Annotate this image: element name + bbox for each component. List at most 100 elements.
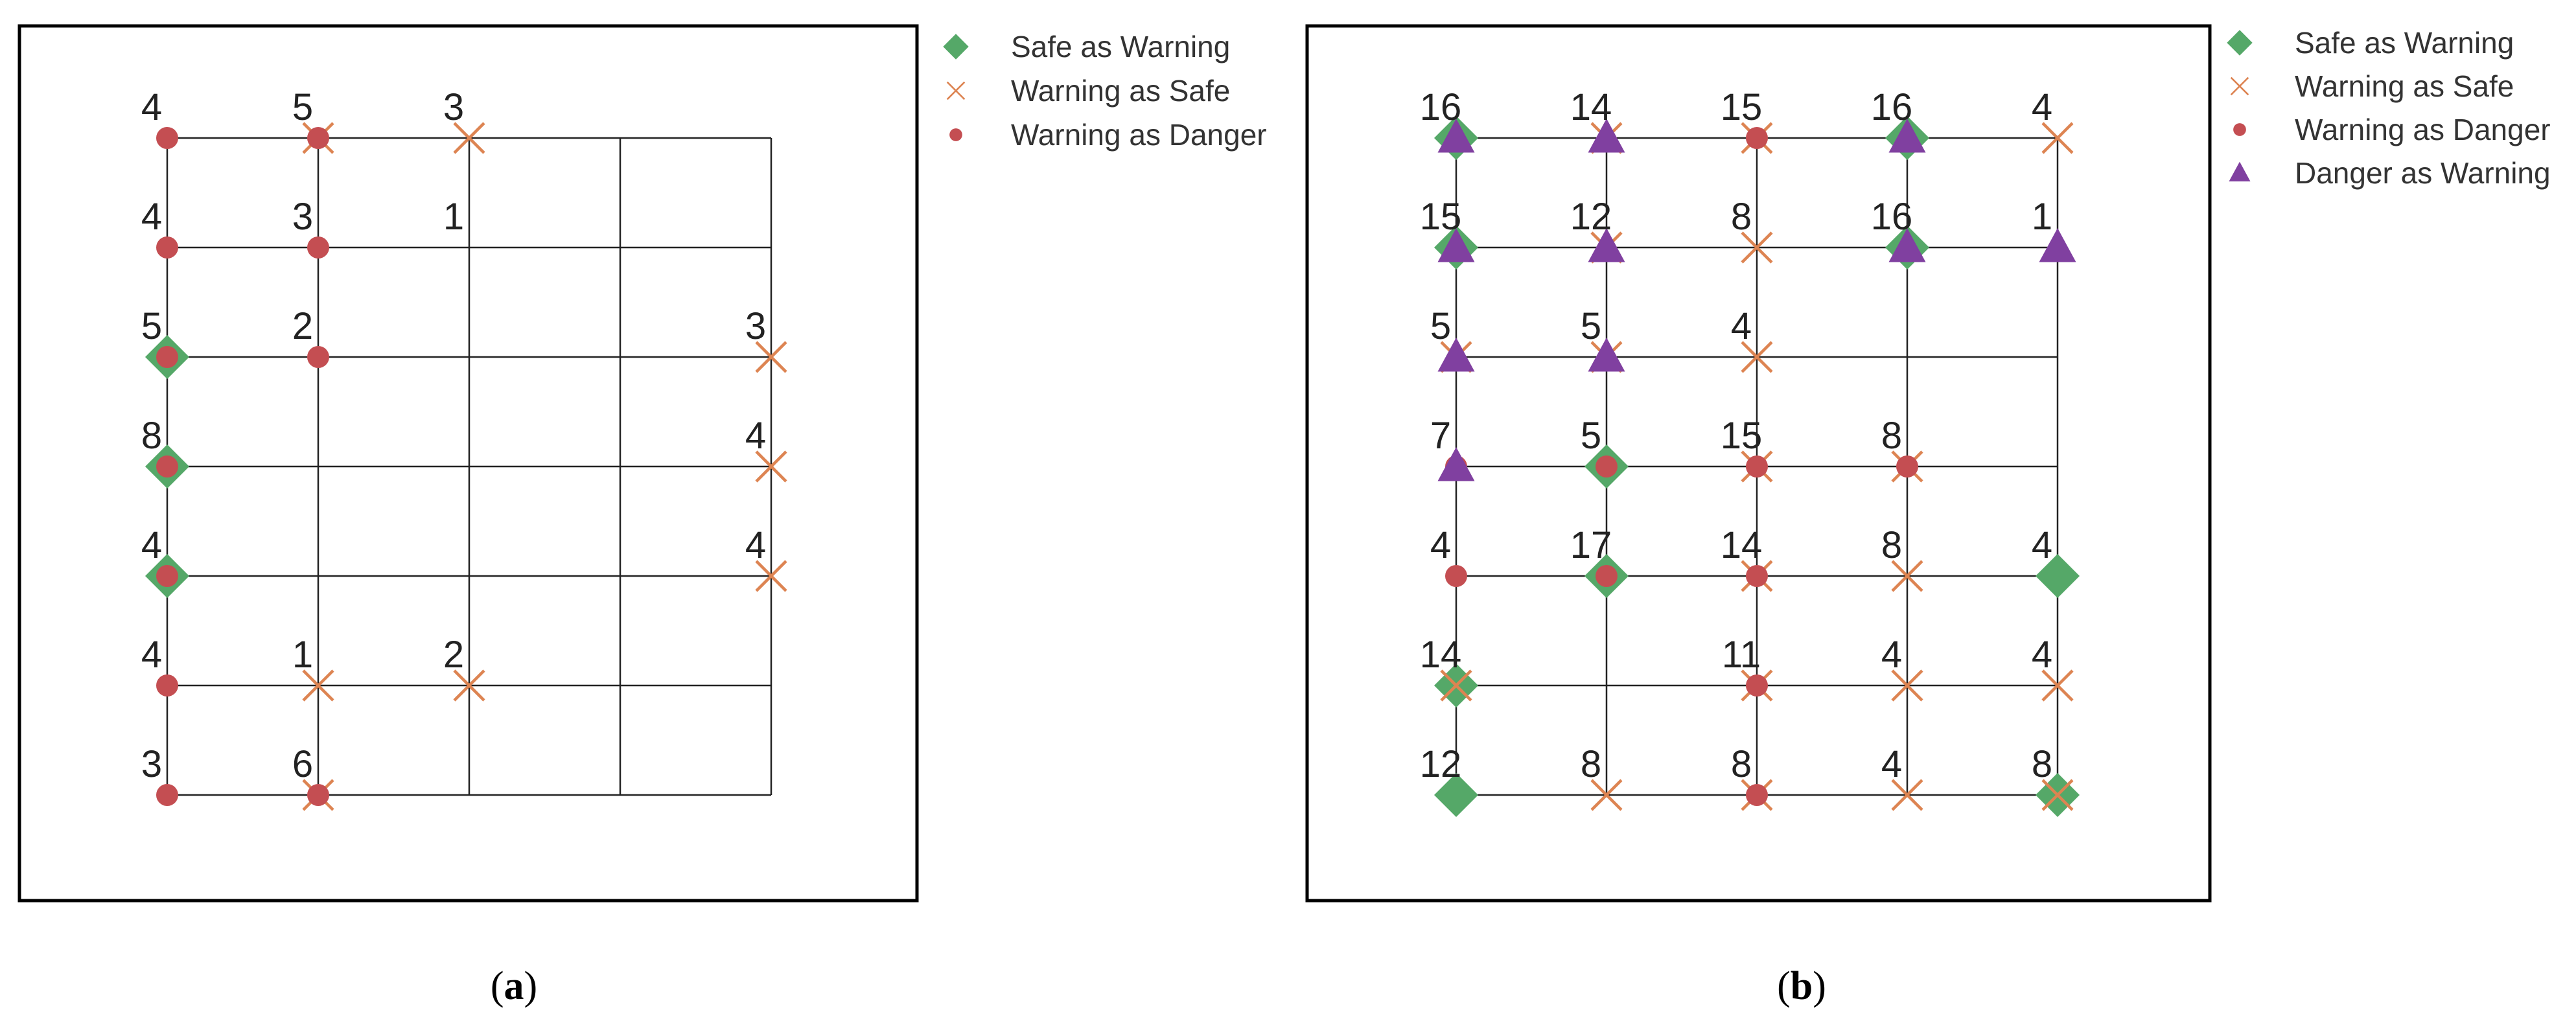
legend-marker-danger-as-warning bbox=[2229, 161, 2251, 182]
count-label: 5 bbox=[1581, 415, 1601, 457]
point-warning-as-danger bbox=[307, 346, 329, 368]
count-label: 4 bbox=[1430, 524, 1451, 566]
point-danger-as-warning bbox=[2039, 228, 2076, 262]
count-label: 17 bbox=[1570, 524, 1612, 566]
count-label: 16 bbox=[1871, 196, 1913, 238]
count-label: 2 bbox=[292, 305, 313, 347]
point-warning-as-safe bbox=[2041, 779, 2074, 811]
count-label: 1 bbox=[443, 196, 464, 238]
panel-a-marks bbox=[145, 122, 787, 811]
point-warning-as-safe bbox=[1440, 669, 1472, 702]
point-warning-as-danger bbox=[156, 565, 178, 587]
legend-marker-warning-as-danger bbox=[949, 128, 962, 141]
count-label: 3 bbox=[292, 196, 313, 238]
count-label: 15 bbox=[1420, 196, 1462, 238]
point-warning-as-danger bbox=[156, 455, 178, 478]
panel-b-counts: 16 14 15 16 415 12 8 16 15 5 47 5 15 84 17 14 8 414 11 4 412… bbox=[1420, 86, 2052, 785]
panel-b-caption: (b) bbox=[1777, 964, 1826, 1008]
point-warning-as-danger bbox=[1746, 674, 1768, 697]
count-label: 4 bbox=[2032, 86, 2052, 128]
point-warning-as-danger bbox=[1746, 565, 1768, 587]
legend-item-warning-as-danger: Warning as Danger bbox=[2233, 113, 2551, 146]
count-label: 4 bbox=[141, 86, 162, 128]
legend-label: Safe as Warning bbox=[2295, 26, 2514, 60]
count-label: 8 bbox=[1581, 743, 1601, 785]
count-label: 4 bbox=[2032, 634, 2052, 676]
panel-a-caption: (a) bbox=[491, 964, 537, 1008]
count-label: 5 bbox=[1430, 305, 1451, 347]
point-warning-as-safe bbox=[1891, 560, 1923, 592]
legend-marker-warning-as-safe bbox=[946, 81, 966, 100]
point-warning-as-danger bbox=[1595, 455, 1618, 478]
panel-b-legend: Safe as Warning Warning as Safe Warning as… bbox=[2227, 26, 2551, 190]
count-label: 3 bbox=[443, 86, 464, 128]
count-label: 8 bbox=[141, 415, 162, 457]
count-label: 15 bbox=[1721, 86, 1763, 128]
count-label: 4 bbox=[141, 196, 162, 238]
legend-item-safe-as-warning: Safe as Warning bbox=[943, 30, 1230, 63]
point-danger-as-warning bbox=[1588, 228, 1625, 262]
point-warning-as-danger bbox=[156, 127, 178, 149]
count-label: 8 bbox=[1881, 524, 1902, 566]
count-label: 12 bbox=[1570, 196, 1612, 238]
count-label: 4 bbox=[141, 634, 162, 676]
point-warning-as-safe bbox=[1590, 779, 1623, 811]
point-warning-as-safe bbox=[755, 341, 787, 373]
point-danger-as-warning bbox=[1437, 447, 1475, 481]
legend-marker-safe-as-warning bbox=[943, 34, 969, 60]
point-warning-as-danger bbox=[156, 236, 178, 259]
count-label: 3 bbox=[141, 743, 162, 785]
count-label: 16 bbox=[1420, 86, 1462, 128]
count-label: 4 bbox=[1881, 634, 1902, 676]
count-label: 8 bbox=[1731, 196, 1752, 238]
count-label: 4 bbox=[1731, 305, 1752, 347]
count-label: 1 bbox=[2032, 196, 2052, 238]
point-warning-as-safe bbox=[755, 450, 787, 483]
point-warning-as-safe bbox=[755, 560, 787, 592]
point-danger-as-warning bbox=[1437, 228, 1475, 262]
point-warning-as-danger bbox=[1746, 455, 1768, 478]
point-warning-as-safe bbox=[302, 669, 334, 702]
count-label: 3 bbox=[745, 305, 766, 347]
point-warning-as-safe bbox=[2041, 669, 2074, 702]
panel-b-caption-letter: b bbox=[1791, 964, 1813, 1008]
legend-item-safe-as-warning: Safe as Warning bbox=[2227, 26, 2514, 60]
legend-label: Warning as Danger bbox=[2295, 113, 2551, 146]
count-label: 2 bbox=[443, 634, 464, 676]
count-label: 15 bbox=[1721, 415, 1763, 457]
legend-item-danger-as-warning: Danger as Warning bbox=[2229, 156, 2551, 190]
point-warning-as-safe bbox=[1741, 231, 1773, 264]
panel-a-caption-letter: a bbox=[504, 964, 524, 1008]
count-label: 7 bbox=[1430, 415, 1451, 457]
point-safe-as-warning bbox=[2036, 554, 2080, 598]
point-danger-as-warning bbox=[1888, 119, 1926, 153]
count-label: 14 bbox=[1721, 524, 1763, 566]
count-label: 5 bbox=[141, 305, 162, 347]
point-danger-as-warning bbox=[1437, 338, 1475, 372]
legend-label: Safe as Warning bbox=[1011, 30, 1230, 63]
point-danger-as-warning bbox=[1588, 338, 1625, 372]
point-warning-as-danger bbox=[156, 346, 178, 368]
count-label: 16 bbox=[1871, 86, 1913, 128]
point-safe-as-warning bbox=[1434, 773, 1478, 817]
panel-b-marks bbox=[1434, 116, 2080, 817]
point-danger-as-warning bbox=[1437, 119, 1475, 153]
point-warning-as-safe bbox=[1891, 669, 1923, 702]
count-label: 5 bbox=[1581, 305, 1601, 347]
count-label: 6 bbox=[292, 743, 313, 785]
legend-item-warning-as-danger: Warning as Danger bbox=[949, 118, 1267, 152]
point-warning-as-safe bbox=[2041, 122, 2074, 154]
count-label: 4 bbox=[1881, 743, 1902, 785]
legend-marker-warning-as-danger bbox=[2233, 123, 2246, 136]
point-danger-as-warning bbox=[1588, 119, 1625, 153]
point-warning-as-danger bbox=[1746, 784, 1768, 806]
count-label: 11 bbox=[1722, 634, 1761, 676]
legend-marker-warning-as-safe bbox=[2230, 76, 2249, 96]
point-danger-as-warning bbox=[1888, 228, 1926, 262]
count-label: 4 bbox=[141, 524, 162, 566]
point-warning-as-danger bbox=[307, 784, 329, 806]
count-label: 5 bbox=[292, 86, 313, 128]
legend-label: Warning as Safe bbox=[1011, 74, 1230, 108]
legend-label: Warning as Safe bbox=[2295, 69, 2514, 103]
legend-label: Warning as Danger bbox=[1011, 118, 1267, 152]
